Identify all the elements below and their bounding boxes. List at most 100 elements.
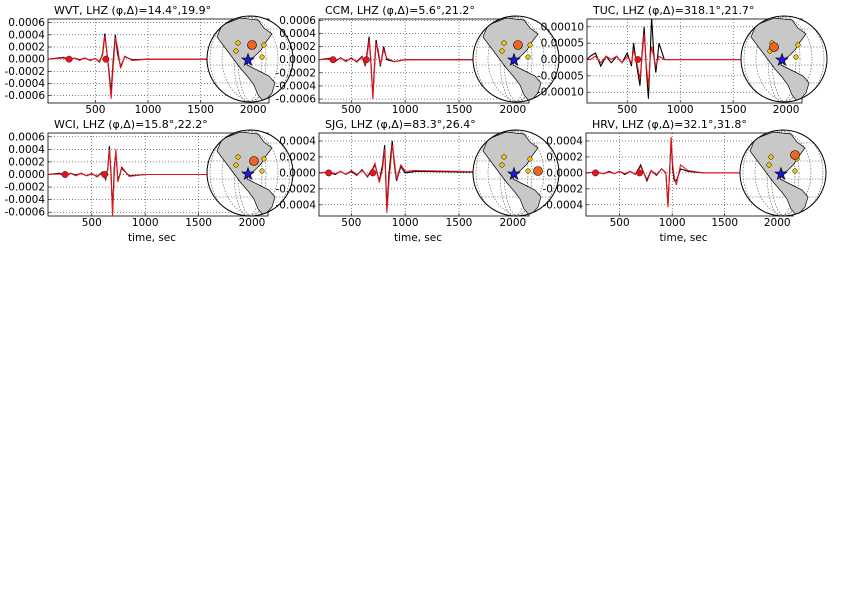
traces <box>319 140 529 213</box>
y-tick-label: 0.0002 <box>8 42 45 54</box>
window-marker <box>636 169 643 177</box>
panel-title: HRV, LHZ (φ,Δ)=32.1°,31.8° <box>592 118 747 131</box>
y-tick-label: 0.0002 <box>279 151 316 163</box>
station <box>259 54 265 60</box>
window-marker <box>362 56 370 64</box>
station <box>527 42 533 48</box>
window-marker <box>592 169 599 177</box>
trace <box>586 136 793 208</box>
y-tick-label: -0.0004 <box>4 78 45 90</box>
x-tick-label: 500 <box>82 217 102 229</box>
meridian <box>209 130 279 216</box>
x-tick-label: 1500 <box>720 104 747 116</box>
meridian <box>742 130 812 216</box>
x-tick-label: 2000 <box>499 104 526 116</box>
y-tick-label: 0.00010 <box>541 21 584 33</box>
station <box>525 54 531 60</box>
station-active <box>513 40 523 50</box>
x-tick-label: 500 <box>617 104 637 116</box>
y-tick-label: 0.0002 <box>279 41 316 53</box>
event-star <box>773 166 789 181</box>
window-marker <box>101 171 109 178</box>
y-tick-label: -0.0004 <box>275 199 316 211</box>
y-tick-label: 0.00005 <box>541 38 584 50</box>
station-active <box>247 40 257 50</box>
event-star <box>774 52 790 67</box>
x-tick-label: 1500 <box>446 217 473 229</box>
x-tick-label: 2000 <box>499 217 526 229</box>
window-marker <box>102 55 110 63</box>
station <box>261 42 267 48</box>
station <box>233 48 239 54</box>
panel-title: CCM, LHZ (φ,Δ)=5.6°,21.2° <box>325 4 475 17</box>
globe-rim <box>472 15 560 103</box>
x-tick-label: 1000 <box>135 104 162 116</box>
meridian <box>487 16 557 102</box>
window-marker <box>329 56 337 64</box>
x-tick-label: 1000 <box>659 217 686 229</box>
event-star <box>506 166 522 181</box>
globe-inset <box>472 129 560 217</box>
station <box>525 168 531 174</box>
panel-title: WCI, LHZ (φ,Δ)=15.8°,22.2° <box>54 118 208 131</box>
y-tick-label: 0.0000 <box>546 167 583 179</box>
y-tick-label: -0.0006 <box>4 207 45 219</box>
traces <box>319 36 529 100</box>
y-tick-label: 0.0000 <box>279 54 316 66</box>
x-tick-label: 2000 <box>240 104 267 116</box>
meridian <box>475 16 545 102</box>
y-tick-label: -0.0006 <box>275 94 316 106</box>
globe-rim <box>206 15 294 103</box>
y-tick-label: 0.0000 <box>279 167 316 179</box>
y-tick-label: 0.0004 <box>279 28 316 40</box>
station-active <box>790 150 800 160</box>
station <box>499 162 505 168</box>
y-tick-label: -0.00005 <box>537 70 584 82</box>
y-tick-label: -0.0004 <box>542 199 583 211</box>
station <box>233 162 239 168</box>
window-marker <box>65 55 73 63</box>
panel-title: WVT, LHZ (φ,Δ)=14.4°,19.9° <box>54 4 211 17</box>
panel: 500 1000 1500 2000 0.0004 0.0002 0.0000 -0.0002… <box>275 118 560 244</box>
meridian <box>770 130 800 216</box>
panel-title: TUC, LHZ (φ,Δ)=318.1°,21.7° <box>592 4 754 17</box>
y-tick-label: 0.0002 <box>546 151 583 163</box>
globe-rim <box>206 129 294 217</box>
event-star <box>240 166 256 181</box>
x-tick-label: 500 <box>610 217 630 229</box>
x-tick-label: 1500 <box>446 104 473 116</box>
globe-inset <box>206 129 294 217</box>
meridian <box>771 16 801 102</box>
station-active <box>533 166 543 176</box>
traces <box>587 19 802 99</box>
globe-rim <box>472 129 560 217</box>
station <box>499 48 505 54</box>
trace <box>587 33 802 86</box>
globe-inset <box>472 15 560 103</box>
y-tick-label: 0.0004 <box>546 135 583 147</box>
panel: 500 1000 1500 2000 0.0004 0.0002 0.0000 -0.0002… <box>542 118 827 244</box>
globe-rim <box>740 15 828 103</box>
station <box>501 40 507 46</box>
meridian <box>209 16 279 102</box>
x-tick-label: 500 <box>85 104 105 116</box>
x-tick-label: 2000 <box>773 104 800 116</box>
panel-title: SJG, LHZ (φ,Δ)=83.3°,26.4° <box>325 118 476 131</box>
globe-inset <box>739 129 827 217</box>
meridian <box>237 16 267 102</box>
x-axis-label: time, sec <box>659 232 707 244</box>
traces <box>48 146 268 216</box>
station <box>766 162 772 168</box>
x-tick-label: 1000 <box>667 104 694 116</box>
y-tick-label: -0.0004 <box>4 194 45 206</box>
window-marker <box>369 169 377 177</box>
meridian <box>237 130 267 216</box>
y-tick-label: 0.0004 <box>8 29 45 41</box>
y-tick-label: -0.0006 <box>4 90 45 102</box>
trace <box>319 39 529 100</box>
globe-rim <box>739 129 827 217</box>
globe-inset <box>740 15 828 103</box>
traces <box>48 33 269 99</box>
station <box>235 154 241 160</box>
